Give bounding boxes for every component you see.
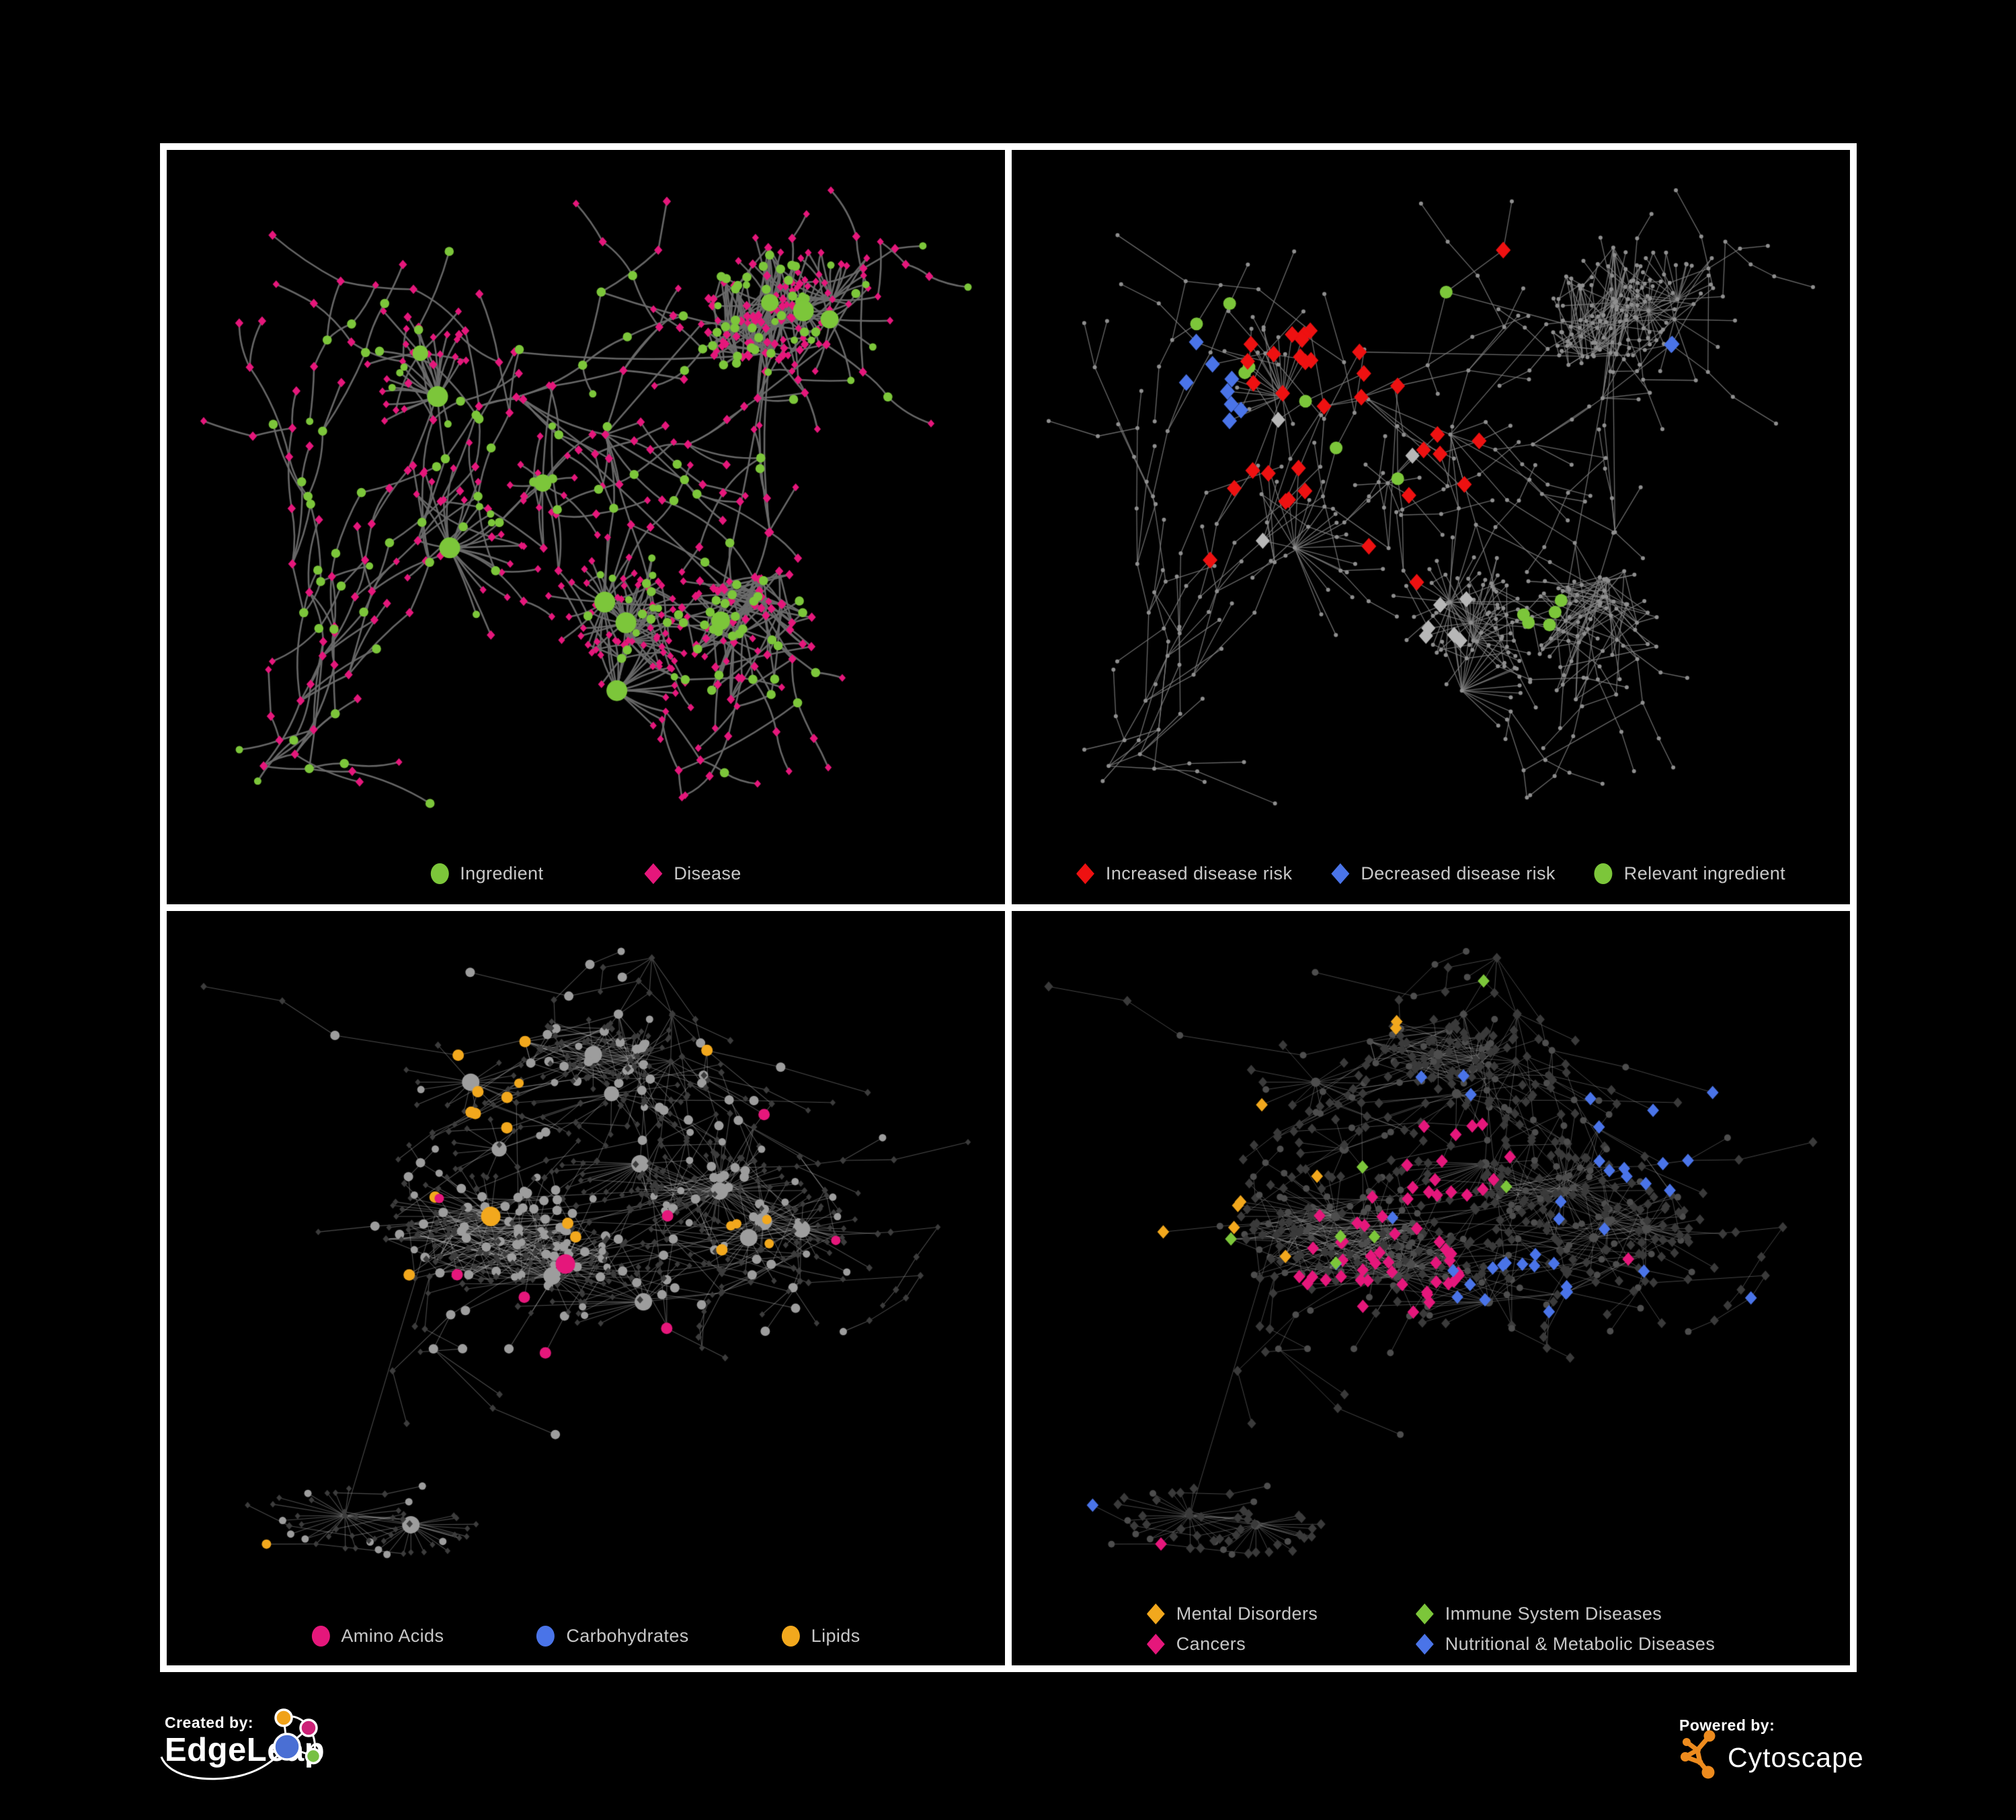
legend-item-lipids: Lipids [781, 1626, 860, 1647]
legend-label: Mental Disorders [1176, 1604, 1318, 1624]
legend-label: Increased disease risk [1105, 863, 1293, 883]
circle-swatch [536, 1626, 555, 1647]
circle-swatch [430, 863, 449, 884]
legend-item-increased-disease-risk: Increased disease risk [1076, 863, 1292, 884]
legend-item-immune-system-diseases: Immune System Diseases [1415, 1604, 1715, 1624]
diamond-swatch [1415, 1604, 1434, 1624]
circle-swatch [1594, 863, 1613, 884]
legend-item-carbohydrates: Carbohydrates [536, 1626, 688, 1647]
legend-label: Immune System Diseases [1445, 1604, 1662, 1624]
legend-label: Relevant ingredient [1623, 863, 1786, 883]
legend-item-mental-disorders: Mental Disorders [1146, 1604, 1416, 1624]
diamond-swatch [1331, 863, 1350, 884]
cytoscape-brand-row: Cytoscape [1679, 1730, 1864, 1781]
legend-label: Decreased disease risk [1361, 863, 1556, 883]
panel-ingredient-disease: Ingredient Disease [167, 150, 1005, 904]
panel-ingredient-classes: Amino Acids Carbohydrates Lipids [167, 911, 1005, 1665]
circle-swatch [781, 1626, 800, 1647]
legend-label: Nutritional & Metabolic Diseases [1445, 1634, 1716, 1654]
network-ingredient-disease [167, 150, 1005, 904]
network-ingredient-classes [167, 911, 1005, 1665]
legend-disease-classes: Mental Disorders Immune System Diseases Ca… [1146, 1604, 1716, 1655]
network-disease-risk [1012, 150, 1850, 904]
edgeleap-node-green [305, 1747, 322, 1765]
edgeleap-node-pink [299, 1718, 318, 1737]
powered-by-label: Powered by: [1679, 1716, 1775, 1734]
network-disease-classes [1012, 911, 1850, 1665]
legend-label: Carbohydrates [566, 1626, 689, 1646]
legend-ingredient-classes: Amino Acids Carbohydrates Lipids [311, 1626, 860, 1647]
legend-item-relevant-ingredient: Relevant ingredient [1594, 863, 1786, 884]
edgeleap-swoosh [160, 1747, 284, 1780]
legend-label: Cancers [1176, 1634, 1246, 1654]
legend-item-nutritional-metabolic-diseases: Nutritional & Metabolic Diseases [1415, 1634, 1716, 1655]
diamond-swatch [1146, 1634, 1165, 1655]
legend-item-ingredient: Ingredient [430, 863, 543, 884]
legend-disease-risk: Increased disease risk Decreased disease … [1076, 863, 1785, 884]
legend-item-decreased-disease-risk: Decreased disease risk [1331, 863, 1555, 884]
cytoscape-logo-text: Cytoscape [1728, 1741, 1864, 1773]
legend-ingredient-disease: Ingredient Disease [430, 863, 741, 884]
legend-item-disease: Disease [644, 863, 741, 884]
cytoscape-credit: Powered by: Cytoscape [1679, 1716, 1867, 1797]
edgeleap-credit: Created by: EdgeLeap [160, 1708, 487, 1815]
legend-item-amino-acids: Amino Acids [311, 1626, 444, 1647]
circle-swatch [311, 1626, 330, 1647]
panel-disease-classes: Mental Disorders Immune System Diseases Ca… [1012, 911, 1850, 1665]
legend-item-cancers: Cancers [1146, 1634, 1416, 1655]
panel-grid: Ingredient Disease Increased disease risk… [160, 143, 1857, 1672]
cytoscape-nodes [1681, 1730, 1716, 1779]
legend-label: Lipids [811, 1626, 860, 1646]
created-by-label: Created by: [165, 1714, 254, 1731]
diamond-swatch [644, 863, 663, 884]
cytoscape-logo-icon [1681, 1730, 1716, 1779]
legend-label: Amino Acids [341, 1626, 444, 1646]
edgeleap-node-blue [273, 1733, 301, 1761]
legend-label: Disease [674, 863, 741, 883]
panel-disease-risk: Increased disease risk Decreased disease … [1012, 150, 1850, 904]
diamond-swatch [1415, 1634, 1434, 1655]
edgeleap-logo-icon [160, 1708, 322, 1780]
legend-label: Ingredient [460, 863, 544, 883]
diamond-swatch [1146, 1604, 1165, 1624]
edgeleap-node-orange [274, 1708, 293, 1727]
diamond-swatch [1076, 863, 1094, 884]
